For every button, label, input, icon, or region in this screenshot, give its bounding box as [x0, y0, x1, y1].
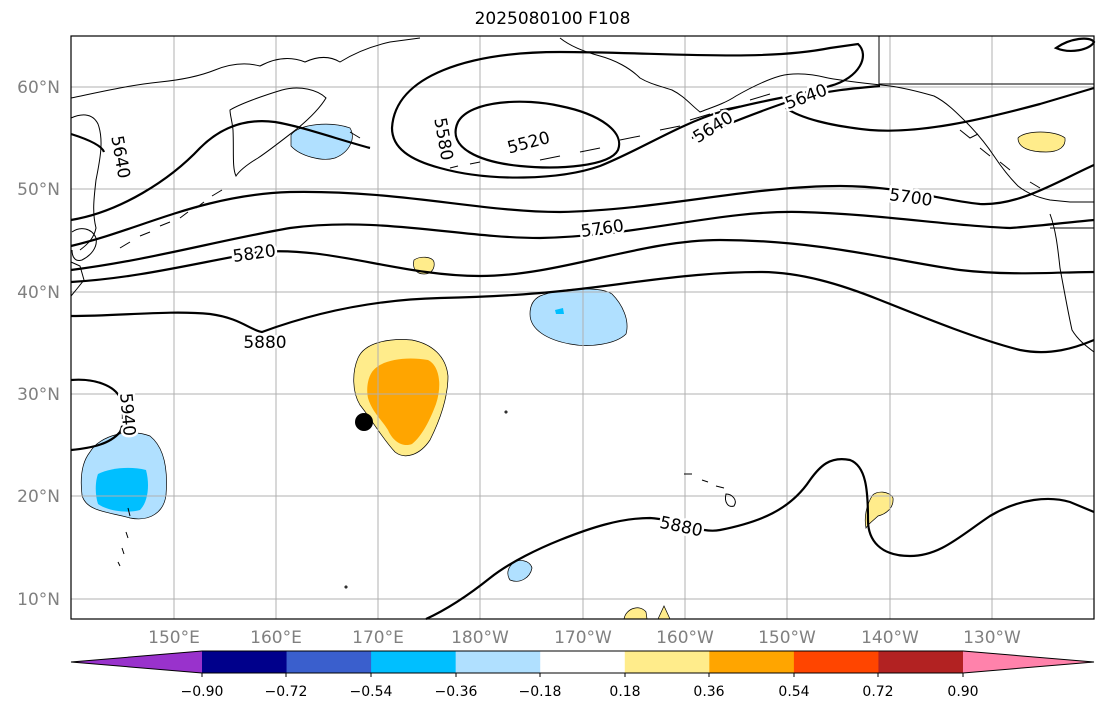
lon-tick-label: 160°E [250, 628, 302, 648]
colorbar-segment [202, 651, 288, 673]
colorbar-ticks [201, 673, 964, 677]
colorbar-segment [286, 651, 372, 673]
anomaly-region-east-yellow [864, 491, 894, 530]
coastline-aleutians [349, 93, 771, 169]
colorbar-segment [878, 651, 964, 673]
small-island [344, 585, 348, 589]
coastline-hawaii-islands [684, 473, 736, 507]
lat-tick-label: 60°N [17, 78, 60, 98]
lon-tick-label: 130°W [963, 628, 1021, 648]
coastline-bc-islands [959, 129, 1041, 189]
anomaly-region-kamchatka-blue [290, 123, 353, 160]
contour-label-5940: 5940 [115, 392, 139, 437]
contour-5940 [70, 378, 125, 452]
anomaly-region-central-blue [529, 288, 628, 346]
contour-5640-west [70, 120, 371, 222]
lat-tick-label: 40°N [17, 283, 60, 303]
lat-tick-label: 20°N [17, 487, 60, 507]
colorbar: −0.90 −0.72 −0.54 −0.36 −0.18 0.18 0.36 … [70, 650, 1095, 700]
lon-tick-label: 150°W [758, 628, 816, 648]
contour-5640-west-edge [70, 132, 106, 153]
lat-tick-label: 10°N [17, 590, 60, 610]
anomaly-region-southedge-yellow-1 [623, 607, 648, 620]
coastline-kurils [119, 189, 223, 249]
lon-tick-label: 150°E [148, 628, 200, 648]
coastline-okhotsk [70, 114, 102, 251]
lat-tick-label: 30°N [17, 385, 60, 405]
colorbar-label: 0.72 [862, 684, 893, 700]
lon-tick-label: 160°W [656, 628, 714, 648]
height-contours [70, 37, 1096, 620]
map-panel: 5520 5580 5640 5640 5640 5700 5760 5820 … [70, 35, 1096, 620]
colorbar-extend-high [963, 651, 1094, 673]
map-frame [70, 35, 1095, 620]
border-alaska-canada [878, 36, 1094, 85]
coastline-marianas [117, 507, 131, 567]
latitude-axis: 60°N 50°N 40°N 30°N 20°N 10°N [17, 78, 60, 610]
anomaly-region-northeast-yellow [1017, 131, 1066, 153]
colorbar-label: 0.18 [609, 684, 640, 700]
coastline-kamchatka [229, 87, 327, 177]
contour-5820 [70, 238, 1095, 284]
shaded-anomalies [80, 123, 1066, 620]
map-title: 2025080100 F108 [474, 9, 631, 29]
contour-label-5880-north: 5880 [243, 333, 286, 353]
colorbar-label: −0.72 [265, 684, 308, 700]
gridlines [71, 36, 1094, 619]
anomaly-region-main-orange [367, 358, 440, 446]
contour-5520 [454, 100, 621, 169]
colorbar-segments [70, 650, 1095, 674]
lon-tick-label: 180°W [451, 628, 509, 648]
colorbar-label: −0.90 [181, 684, 224, 700]
lat-tick-label: 50°N [17, 180, 60, 200]
anomaly-region-central-core [555, 308, 564, 314]
lon-tick-label: 170°E [352, 628, 404, 648]
coastline-alaska-west [559, 37, 829, 113]
colorbar-segment [540, 651, 626, 673]
colorbar-label: 0.36 [693, 684, 724, 700]
anomaly-region-south-blue [507, 560, 533, 582]
storm-position-marker [355, 413, 373, 431]
coastline-siberia [70, 37, 421, 99]
contour-5880-south [425, 458, 1095, 620]
contour-5580 [390, 42, 864, 179]
colorbar-labels: −0.90 −0.72 −0.54 −0.36 −0.18 0.18 0.36 … [181, 684, 979, 700]
colorbar-label: −0.54 [350, 684, 393, 700]
colorbar-label: −0.36 [435, 684, 478, 700]
anomaly-region-west-core [95, 467, 148, 512]
colorbar-segment [709, 651, 795, 673]
lon-tick-label: 170°W [554, 628, 612, 648]
small-island [504, 410, 508, 414]
colorbar-segment [371, 651, 457, 673]
colorbar-segment [624, 651, 710, 673]
contour-5640-east [691, 84, 881, 140]
colorbar-label: 0.90 [947, 684, 978, 700]
coastline-pacific-northwest [1049, 213, 1095, 353]
colorbar-label: 0.54 [778, 684, 809, 700]
colorbar-segment [793, 651, 879, 673]
coastline-japan-hokkaido [71, 228, 97, 261]
colorbar-segment [455, 651, 541, 673]
contour-5760 [70, 210, 1095, 272]
longitude-axis: 150°E 160°E 170°E 180°W 170°W 160°W 150°… [148, 628, 1021, 648]
contour-5880-north [70, 270, 1095, 354]
contour-5640-northeast [785, 86, 1095, 132]
colorbar-extend-low [71, 651, 202, 673]
contour-5700 [70, 163, 1095, 248]
colorbar-label: −0.18 [519, 684, 562, 700]
lon-tick-label: 140°W [861, 628, 919, 648]
